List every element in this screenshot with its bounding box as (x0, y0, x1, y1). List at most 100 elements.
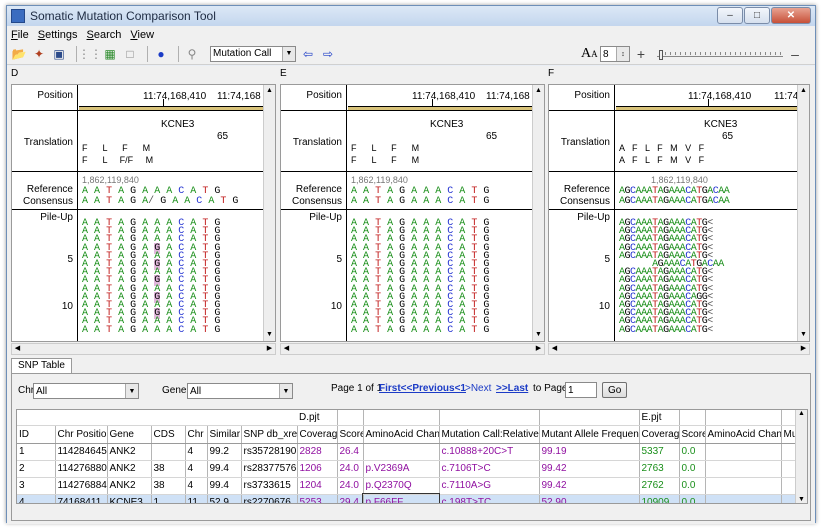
scroll-right-icon[interactable]: ▶ (535, 345, 542, 352)
column-header[interactable]: Chr Position (55, 425, 108, 444)
vertical-scrollbar[interactable]: ▲ ▼ (797, 85, 809, 341)
column-header[interactable]: Coverage (297, 425, 338, 444)
scroll-left-icon[interactable]: ◀ (283, 345, 290, 352)
row-number: 5 (336, 254, 342, 265)
window-title: Somatic Mutation Comparison Tool (30, 9, 216, 23)
group-header-cell (363, 410, 440, 426)
chr-label: Chr (18, 385, 35, 396)
column-header[interactable]: Chr (185, 425, 208, 444)
table-cell: ANK2 (107, 477, 152, 495)
table-cell: rs35728190 (241, 443, 298, 461)
column-header[interactable]: AminoAcid Change (363, 425, 440, 444)
columns-icon[interactable]: ⋮⋮ (78, 46, 102, 61)
column-header[interactable]: Mu (781, 425, 798, 444)
next-link[interactable]: >Next (465, 383, 492, 394)
vertical-scrollbar[interactable]: ▲ ▼ (263, 85, 275, 341)
pileup-read: AGAAACATGACAA (652, 259, 724, 270)
open-folder-icon[interactable]: 📂 (11, 46, 27, 61)
table-cell: 10909 (639, 494, 680, 503)
table-cell: 0.0 (679, 443, 706, 461)
vertical-scrollbar[interactable]: ▲ ▼ (532, 85, 544, 341)
first-previous-link[interactable]: First<<Previous<1 (379, 383, 466, 394)
menu-view[interactable]: View (130, 28, 155, 41)
scroll-left-icon[interactable]: ◀ (551, 345, 558, 352)
table-cell: 1 (17, 443, 56, 461)
mode-select[interactable]: Mutation Call ▼ (210, 45, 296, 62)
scroll-right-icon[interactable]: ▶ (800, 345, 807, 352)
export-icon[interactable]: □ (126, 46, 134, 61)
scroll-left-icon[interactable]: ◀ (14, 345, 21, 352)
row-number: 10 (61, 301, 73, 312)
column-header[interactable]: Score (337, 425, 364, 444)
sequence-view: 11:74,168,410 11:74,168 KCNE3 65 F L F M F L … (348, 85, 532, 341)
horizontal-scrollbar[interactable]: ◀ ▶ (11, 343, 276, 355)
scroll-up-icon[interactable]: ▲ (266, 87, 273, 94)
pileup-read: A A T A G A G A C A T G (82, 275, 221, 287)
chr-select[interactable]: All ▼ (33, 383, 139, 399)
scroll-down-icon[interactable]: ▼ (798, 496, 805, 503)
column-header[interactable]: Gene (107, 425, 152, 444)
column-header[interactable]: AminoAcid Change (705, 425, 782, 444)
table-row[interactable]: 1 114284645 ANK2 4 99.2 rs35728190 2828 26.4 c.1… (17, 443, 798, 461)
close-button[interactable]: ✕ (771, 7, 811, 24)
tab-snp-table[interactable]: SNP Table (11, 358, 72, 374)
pileup-read: A A T A G A G A C A T G (82, 308, 221, 320)
scroll-down-icon[interactable]: ▼ (800, 331, 807, 338)
menu-settings[interactable]: Settings (37, 28, 78, 41)
scroll-up-icon[interactable]: ▲ (800, 87, 807, 94)
column-header[interactable]: Score (679, 425, 706, 444)
zoom-in-icon[interactable]: + (636, 46, 646, 62)
font-size-stepper[interactable]: 8 ↕ (600, 46, 630, 62)
align-icon[interactable]: ▦ (104, 46, 116, 61)
menu-search[interactable]: Search (86, 28, 122, 41)
consensus-sequence: A A T A G A A A C A T G (351, 196, 490, 207)
arrow-left-icon[interactable]: ⇦ (302, 46, 314, 61)
marker-icon[interactable]: ● (157, 46, 165, 61)
horizontal-scrollbar[interactable]: ◀ ▶ (280, 343, 545, 355)
row-number: 10 (598, 301, 610, 312)
group-header-cell (151, 410, 185, 426)
column-header[interactable]: Mutant Allele Frequency (539, 425, 640, 444)
zoom-out-icon[interactable]: – (791, 46, 799, 62)
table-cell: 24.0 (337, 477, 364, 495)
table-cell: 52.9 (207, 494, 242, 503)
last-link[interactable]: >>Last (496, 383, 529, 394)
save-icon[interactable]: ▣ (53, 46, 65, 61)
table-cell (705, 443, 782, 461)
table-cell: 99.4 (207, 477, 242, 495)
position-label: Position (306, 90, 342, 101)
tools-icon[interactable]: ✦ (33, 46, 45, 61)
go-button[interactable]: Go (602, 382, 628, 398)
scroll-down-icon[interactable]: ▼ (535, 331, 542, 338)
minimize-button[interactable]: – (717, 7, 743, 24)
search-icon[interactable]: ⚲ (187, 46, 197, 61)
table-row[interactable]: 4 74168411 KCNE3 1 11 52.9 rs2270676 5253 29.4 p.… (17, 493, 798, 503)
scroll-right-icon[interactable]: ▶ (266, 345, 273, 352)
menu-file[interactable]: File (11, 28, 29, 41)
group-header-cell (705, 410, 782, 426)
column-header[interactable]: SNP db_xref (241, 425, 298, 444)
column-header[interactable]: Similar (207, 425, 242, 444)
pileup-read: A A T A G A A A C A T G (82, 250, 221, 262)
grid-scrollbar[interactable]: ▲ ▼ (795, 410, 807, 503)
page-input[interactable]: 1 (565, 382, 597, 398)
scroll-up-icon[interactable]: ▲ (535, 87, 542, 94)
horizontal-scrollbar[interactable]: ◀ ▶ (548, 343, 810, 355)
table-row[interactable]: 2 114276880 ANK2 38 4 99.4 rs28377576 1206 24.0 p… (17, 460, 798, 478)
scroll-up-icon[interactable]: ▲ (798, 410, 805, 417)
position-value: 11:74 (774, 91, 797, 102)
zoom-slider[interactable] (657, 47, 783, 61)
gene-select[interactable]: All ▼ (187, 383, 293, 399)
pileup-read: AGCAAATAGAAACATG< (619, 242, 713, 254)
arrow-right-icon[interactable]: ⇨ (322, 46, 334, 61)
column-header[interactable]: Coverage (639, 425, 680, 444)
scroll-down-icon[interactable]: ▼ (266, 331, 273, 338)
column-header[interactable]: CDS (151, 425, 186, 444)
maximize-button[interactable]: □ (744, 7, 770, 24)
column-header[interactable]: Mutation Call:Relative To G (439, 425, 540, 444)
position-label: Position (574, 90, 610, 101)
column-header[interactable]: ID (17, 425, 56, 444)
table-row[interactable]: 3 114276884 ANK2 38 4 99.4 rs3733615 1204 24.0 p.… (17, 477, 798, 495)
gene-name: KCNE3 (430, 119, 464, 130)
pileup-read: AGCAAATAGAAACATG< (619, 283, 713, 295)
